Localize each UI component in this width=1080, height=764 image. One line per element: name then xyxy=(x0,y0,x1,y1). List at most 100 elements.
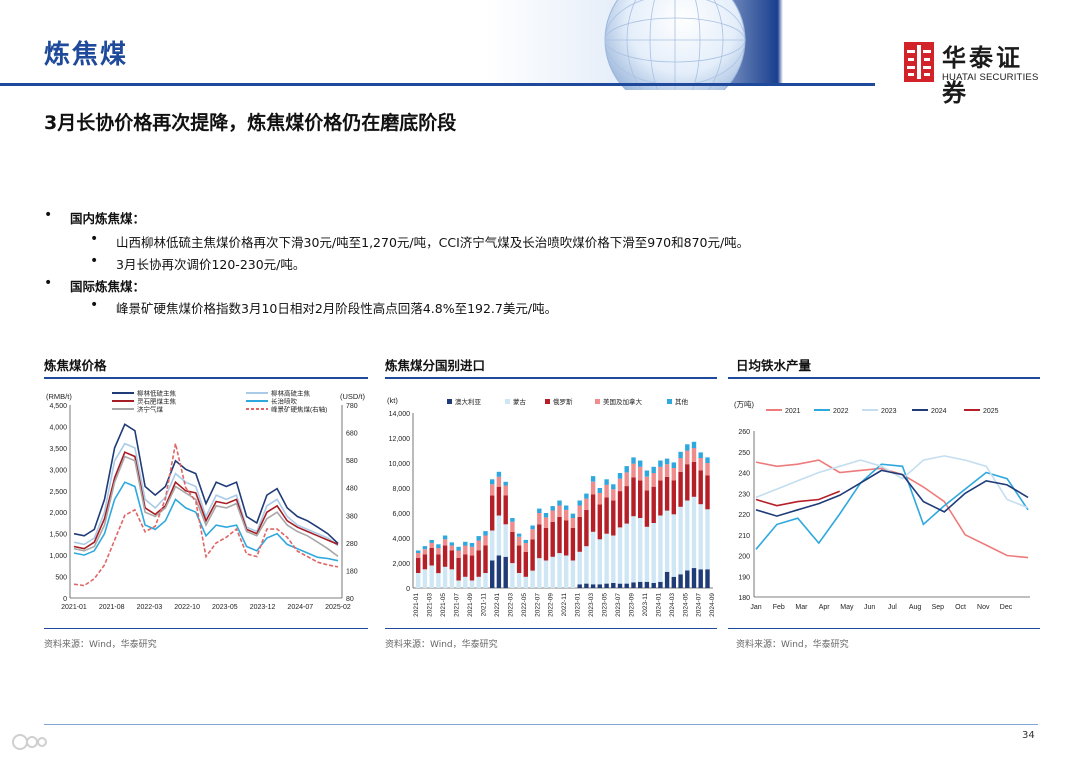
chart-title: 炼焦煤分国别进口 xyxy=(385,358,486,373)
stacked-bar-segment xyxy=(698,458,703,471)
logo-mark-icon xyxy=(902,40,936,84)
stacked-bar-segment xyxy=(469,546,475,556)
stacked-bar-segment xyxy=(590,584,596,589)
panel-bottom-rule xyxy=(385,628,717,629)
stacked-bar-segment xyxy=(523,543,528,552)
stacked-bar-segment xyxy=(611,484,616,490)
stacked-bar-segment xyxy=(698,452,703,458)
stacked-bar-segment xyxy=(537,524,542,559)
stacked-bar-segment xyxy=(510,521,515,532)
stacked-bar-segment xyxy=(631,457,636,464)
stacked-bar-segment xyxy=(463,541,468,546)
stacked-bar-segment xyxy=(543,517,549,528)
stacked-bar-segment xyxy=(550,506,555,511)
y-tick-label: 12,000 xyxy=(389,436,411,443)
stacked-bar-segment xyxy=(698,470,703,505)
stacked-bar-segment xyxy=(530,539,535,571)
stacked-bar-segment xyxy=(611,583,616,588)
x-tick-label: 2023-09 xyxy=(628,593,635,617)
stacked-bar-segment xyxy=(658,515,663,582)
y-tick-label: 250 xyxy=(738,450,750,457)
y-tick-label: 8,000 xyxy=(392,486,410,493)
x-tick-label: 2021-11 xyxy=(480,593,487,617)
x-tick-label: 2021-01 xyxy=(413,593,420,617)
bullet-dot: • xyxy=(90,231,99,247)
x-tick-label: Nov xyxy=(977,604,990,611)
stacked-bar-segment xyxy=(658,480,663,516)
stacked-bar-segment xyxy=(503,485,508,496)
stacked-bar-segment xyxy=(617,527,623,584)
stacked-bar-segment xyxy=(516,533,522,537)
stacked-bar-segment xyxy=(631,477,636,517)
stacked-bar-segment xyxy=(449,550,454,570)
stacked-bar-segment xyxy=(617,478,623,492)
stacked-bar-segment xyxy=(490,495,495,531)
stacked-bar-segment xyxy=(530,525,535,530)
x-tick-label: 2021-05 xyxy=(440,593,447,617)
stacked-bar-segment xyxy=(537,508,542,513)
stacked-bar-segment xyxy=(436,554,441,574)
chart-imports-by-country: (kt) 0 2,000 4,000 6,000 8,000 10,000 12,000 14… xyxy=(387,396,716,617)
y-tick-label: 200 xyxy=(738,554,750,561)
stacked-bar-segment xyxy=(543,528,549,561)
panel-bottom-rule xyxy=(728,628,1040,629)
x-tick-label: 2024-07 xyxy=(696,593,703,617)
x-tick-label: 2022-03 xyxy=(137,604,163,611)
stacked-bar-segment xyxy=(638,466,643,481)
x-tick-label: 2023-01 xyxy=(575,593,582,617)
bullet-dot: • xyxy=(44,275,53,291)
stacked-bar-segment xyxy=(691,441,697,449)
stacked-bar-segment xyxy=(651,486,656,523)
stacked-bar-segment xyxy=(564,505,569,510)
stacked-bar-segment xyxy=(658,460,663,467)
legend-label: 灵石肥煤主焦 xyxy=(137,397,177,406)
stacked-bar-segment xyxy=(691,461,697,497)
stacked-bar-segment xyxy=(705,569,710,589)
stacked-bar-segment xyxy=(436,573,441,588)
stacked-bar-segment xyxy=(617,583,623,588)
footer-rule xyxy=(44,724,1038,725)
x-tick-label: Dec xyxy=(1000,604,1013,611)
stacked-bar-segment xyxy=(442,539,448,546)
legend-label: 2022 xyxy=(833,408,849,415)
y-tick-label: 4,000 xyxy=(392,536,410,543)
y-tick-label: 260 xyxy=(738,429,750,436)
stacked-bar-segment xyxy=(429,543,434,548)
stacked-bar-segment xyxy=(570,513,576,518)
stacked-bar-segment xyxy=(671,468,676,481)
stacked-bar-segment xyxy=(685,464,690,501)
stacked-bar-segment xyxy=(463,554,468,577)
stacked-bar-segment xyxy=(570,518,576,528)
x-tick-label: 2022-03 xyxy=(507,593,514,617)
x-tick-label: 2021-09 xyxy=(467,593,474,617)
y-tick-label-right: 380 xyxy=(346,513,358,520)
stacked-bar-segment xyxy=(530,529,535,540)
stacked-bar-segment xyxy=(496,515,502,556)
x-tick-label: 2022-01 xyxy=(494,593,501,617)
stacked-bar-segment xyxy=(577,551,582,585)
panel-top-rule xyxy=(44,377,368,379)
bullet-domestic-title: 国内炼焦煤： xyxy=(70,211,146,226)
stacked-bar-segment xyxy=(449,569,454,589)
stacked-bar-segment xyxy=(584,493,589,499)
stacked-bar-segment xyxy=(604,497,609,534)
stacked-bar-segment xyxy=(617,473,623,479)
x-tick-label: 2022-07 xyxy=(534,593,541,617)
stacked-bar-segment xyxy=(483,531,488,536)
x-tick-label: 2021-08 xyxy=(99,604,125,611)
x-tick-label: Jan xyxy=(750,604,761,611)
stacked-bar-segment xyxy=(691,496,697,569)
x-tick-label: 2024-07 xyxy=(287,604,313,611)
stacked-bar-segment xyxy=(483,535,488,546)
legend-label: 2025 xyxy=(983,408,999,415)
legend-swatch xyxy=(447,399,452,404)
stacked-bar-segment xyxy=(658,466,663,481)
x-tick-label: Aug xyxy=(909,604,922,611)
stacked-bar-segment xyxy=(644,526,650,582)
stacked-bar-segment xyxy=(516,545,522,573)
legend-label: 美国及加拿大 xyxy=(603,397,643,406)
slide-header: 炼焦煤 华泰证券 HUATAI SECURITIES xyxy=(0,0,1080,107)
stacked-bar-segment xyxy=(685,444,690,451)
watermark-icon xyxy=(12,734,47,750)
stacked-bar-segment xyxy=(456,546,461,551)
